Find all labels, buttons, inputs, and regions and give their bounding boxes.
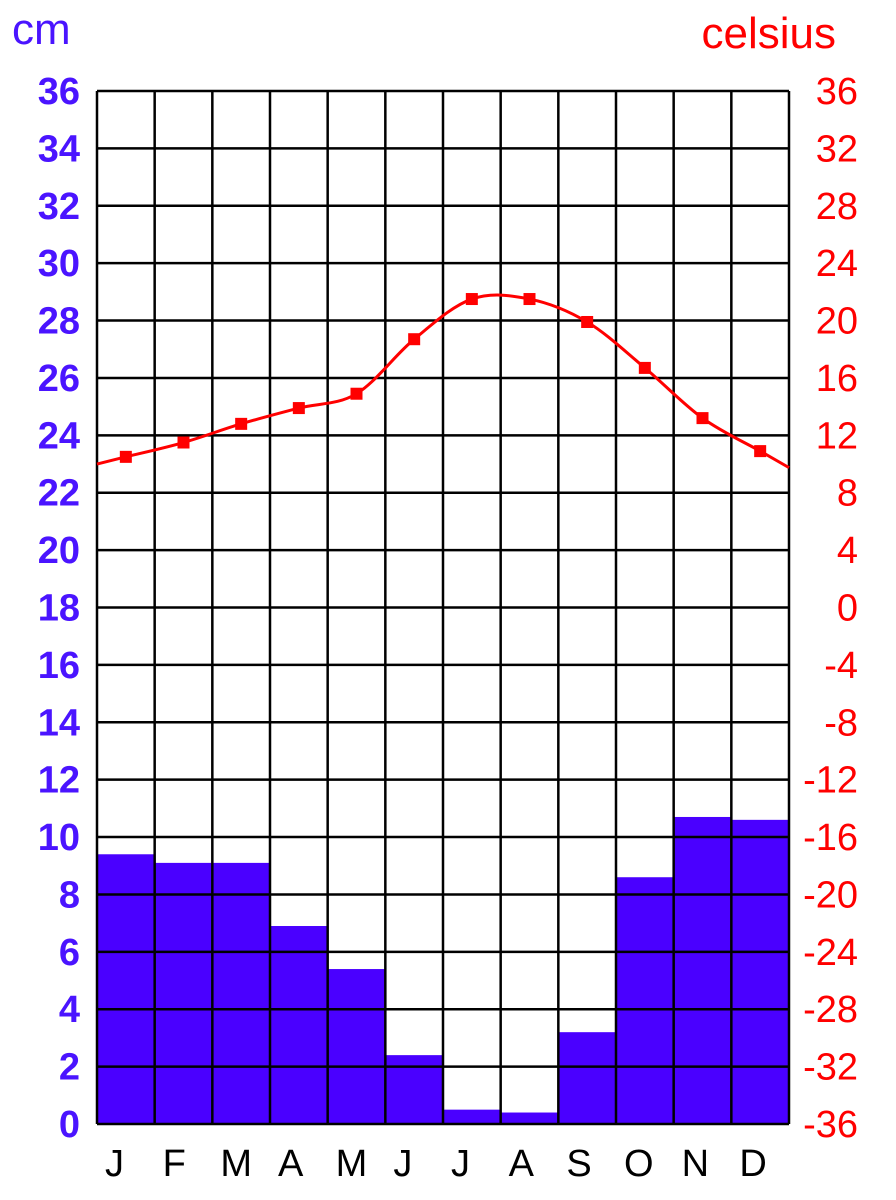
temperature-point (638, 361, 651, 374)
left-tick-label: 22 (38, 473, 80, 515)
left-tick-label: 34 (38, 128, 80, 170)
month-label: J (451, 1143, 470, 1185)
temperature-point (754, 445, 767, 458)
left-tick-label: 24 (38, 415, 80, 457)
left-axis-unit-label: cm (12, 5, 71, 54)
month-label: A (278, 1143, 304, 1185)
left-tick-label: 20 (38, 530, 80, 572)
precipitation-bars (97, 816, 789, 1124)
right-tick-label: 36 (816, 71, 858, 113)
right-tick-label: 8 (837, 473, 858, 515)
right-axis-unit-label: celsius (702, 9, 837, 58)
precip-bar (616, 877, 674, 1124)
left-tick-label: 28 (38, 301, 80, 343)
month-label: S (566, 1143, 591, 1185)
month-label: M (220, 1143, 252, 1185)
right-tick-label: 24 (816, 243, 858, 285)
precip-bar (327, 969, 386, 1124)
month-label: D (739, 1143, 766, 1185)
left-tick-label: 10 (38, 817, 80, 859)
precip-bar (731, 819, 789, 1124)
left-tick-label: 26 (38, 358, 80, 400)
right-axis-ticks: -36 -32 -28 -24 -20 -16 -12 -8 -4 0 4 8 12 16 20 24 28 32… (803, 71, 858, 1146)
temperature-point (408, 333, 421, 346)
right-tick-label: 4 (837, 530, 858, 572)
precip-bar (97, 854, 155, 1124)
left-tick-label: 6 (59, 932, 80, 974)
right-tick-label: -24 (803, 932, 858, 974)
right-tick-label: -28 (803, 989, 858, 1031)
right-tick-label: -4 (824, 645, 858, 687)
temperature-point (119, 450, 132, 463)
precip-bar (673, 816, 732, 1124)
month-label: F (163, 1143, 186, 1185)
month-label: O (624, 1143, 654, 1185)
precip-bar (443, 1109, 501, 1124)
left-tick-label: 14 (38, 702, 80, 744)
left-tick-label: 0 (59, 1104, 80, 1146)
right-tick-label: -36 (803, 1104, 858, 1146)
left-tick-label: 8 (59, 874, 80, 916)
precip-bar (558, 1032, 616, 1124)
left-tick-label: 30 (38, 243, 80, 285)
right-tick-label: -8 (824, 702, 858, 744)
month-label: J (105, 1143, 124, 1185)
temperature-point (523, 293, 536, 306)
right-tick-label: -16 (803, 817, 858, 859)
precip-bar (500, 1112, 559, 1124)
right-tick-label: 20 (816, 301, 858, 343)
temperature-point (292, 402, 305, 415)
right-tick-label: 28 (816, 186, 858, 228)
left-tick-label: 16 (38, 645, 80, 687)
left-tick-label: 36 (38, 71, 80, 113)
right-tick-label: -12 (803, 760, 858, 802)
right-tick-label: 32 (816, 128, 858, 170)
left-tick-label: 2 (59, 1047, 80, 1089)
temperature-line (96, 293, 790, 469)
precip-bar (270, 926, 328, 1124)
left-tick-label: 32 (38, 186, 80, 228)
temperature-point (696, 412, 709, 425)
right-tick-label: -20 (803, 874, 858, 916)
plot-grid (95, 89, 791, 1126)
precip-bar (154, 862, 213, 1124)
right-tick-label: 0 (837, 588, 858, 630)
left-tick-label: 4 (59, 989, 80, 1031)
right-tick-label: -32 (803, 1047, 858, 1089)
left-tick-label: 12 (38, 760, 80, 802)
temperature-point (581, 315, 594, 328)
month-label: J (393, 1143, 412, 1185)
month-label: A (509, 1143, 535, 1185)
temperature-point (350, 387, 363, 400)
precip-bar (212, 862, 270, 1124)
left-tick-label: 18 (38, 588, 80, 630)
right-tick-label: 16 (816, 358, 858, 400)
right-tick-label: 12 (816, 415, 858, 457)
month-label: M (336, 1143, 368, 1185)
temperature-point (177, 436, 190, 449)
month-label: N (682, 1143, 709, 1185)
temperature-point (465, 293, 478, 306)
temperature-point (235, 417, 248, 430)
